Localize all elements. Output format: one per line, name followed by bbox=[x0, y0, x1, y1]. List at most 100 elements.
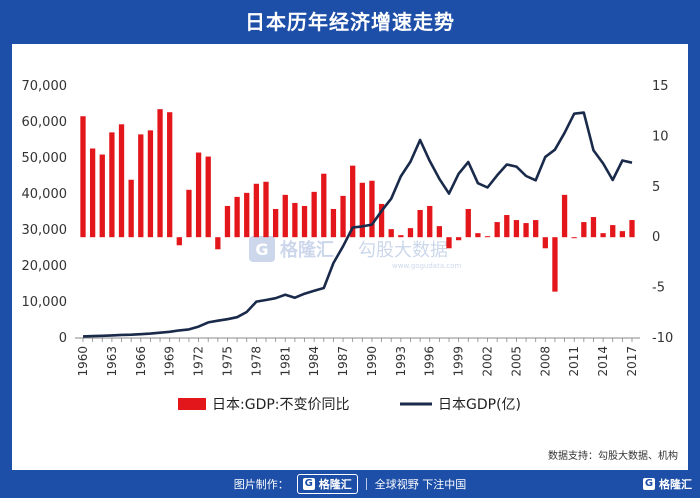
right-tick-label: 0 bbox=[652, 230, 660, 245]
left-tick-label: 10,000 bbox=[22, 295, 68, 310]
footer: 图片制作： G 格隆汇 全球视野 下注中国 bbox=[0, 470, 700, 498]
footer-brand: G 格隆汇 bbox=[296, 474, 358, 494]
bar-1974 bbox=[215, 237, 221, 250]
bar-1973 bbox=[205, 156, 211, 238]
left-tick-label: 30,000 bbox=[22, 223, 68, 238]
x-tick-label: 2011 bbox=[567, 346, 581, 377]
bar-2011 bbox=[571, 237, 577, 239]
line-layer bbox=[82, 111, 633, 338]
bar-2010 bbox=[561, 194, 568, 238]
bar-2009 bbox=[552, 237, 558, 292]
bar-1962 bbox=[99, 154, 105, 238]
left-tick-label: 20,000 bbox=[22, 259, 68, 274]
bar-1978 bbox=[253, 183, 260, 238]
footer-slogan: 全球视野 下注中国 bbox=[374, 478, 467, 491]
bar-1971 bbox=[186, 189, 192, 238]
x-tick-label: 1966 bbox=[134, 346, 148, 377]
legend-bar-label: 日本:GDP:不变价同比 bbox=[212, 397, 350, 413]
right-tick-label: 15 bbox=[652, 79, 669, 94]
footer-made-by: 图片制作： bbox=[233, 478, 289, 491]
bar-1994 bbox=[407, 228, 414, 238]
left-tick-label: 70,000 bbox=[22, 79, 68, 94]
right-tick-label: -10 bbox=[652, 331, 673, 346]
bar-1979 bbox=[263, 181, 269, 238]
bar-2017 bbox=[629, 220, 635, 238]
bar-1981 bbox=[282, 194, 288, 238]
right-tick-label: 5 bbox=[652, 180, 660, 195]
bar-1970 bbox=[176, 237, 182, 246]
gdp-line bbox=[82, 111, 633, 338]
footer-divider bbox=[365, 478, 367, 490]
bar-1980 bbox=[272, 208, 279, 238]
x-tick-label: 2017 bbox=[625, 346, 639, 377]
bar-1988 bbox=[350, 165, 356, 238]
brand-logo-icon: G bbox=[302, 478, 315, 490]
bar-1961 bbox=[89, 148, 96, 238]
bar-1990 bbox=[369, 180, 375, 238]
corner-logo-label: 格隆汇 bbox=[659, 478, 692, 491]
x-tick-label: 1963 bbox=[105, 346, 119, 377]
bar-1995 bbox=[417, 209, 423, 238]
bar-1968 bbox=[157, 109, 163, 238]
right-tick-label: -5 bbox=[652, 281, 665, 296]
legend-line-label: 日本GDP(亿) bbox=[438, 397, 521, 413]
watermark-url: www.gogudata.com bbox=[392, 262, 461, 270]
bar-1983 bbox=[301, 205, 308, 238]
bar-2006 bbox=[523, 223, 529, 238]
bar-2014 bbox=[600, 233, 606, 238]
watermark-brand: 格隆汇 bbox=[280, 239, 334, 261]
bar-1984 bbox=[311, 191, 317, 238]
bar-1991 bbox=[378, 203, 385, 238]
source-note: 数据支持：勾股大数据、机构 bbox=[548, 451, 678, 462]
bar-2005 bbox=[513, 220, 520, 238]
x-tick-label: 1996 bbox=[423, 346, 437, 377]
bar-2004 bbox=[504, 215, 510, 238]
bar-2002 bbox=[484, 236, 491, 238]
x-tick-label: 1972 bbox=[192, 346, 206, 377]
x-tick-label: 2002 bbox=[481, 346, 495, 377]
bar-1997 bbox=[436, 226, 443, 238]
x-tick-label: 1960 bbox=[76, 346, 90, 377]
bar-1986 bbox=[330, 208, 337, 238]
x-tick-label: 2014 bbox=[596, 346, 610, 377]
x-tick-label: 1999 bbox=[452, 346, 466, 377]
bar-1966 bbox=[138, 134, 144, 238]
bar-2013 bbox=[590, 217, 597, 238]
bar-1992 bbox=[388, 229, 394, 238]
bar-1993 bbox=[398, 235, 404, 238]
bar-1967 bbox=[147, 130, 154, 238]
bar-2016 bbox=[619, 231, 626, 238]
x-tick-label: 1981 bbox=[278, 346, 292, 377]
chart-canvas: G 格隆汇 勾股大数据 www.gogudata.com 0 10,000 20,0… bbox=[22, 79, 674, 413]
left-tick-label: 40,000 bbox=[22, 187, 68, 202]
bar-1977 bbox=[244, 192, 250, 238]
x-tick-label: 1993 bbox=[394, 346, 408, 377]
left-tick-label: 0 bbox=[59, 331, 67, 346]
x-tick-label: 1978 bbox=[249, 346, 263, 377]
bar-1999 bbox=[455, 237, 462, 241]
x-tick-label: 1990 bbox=[365, 346, 379, 377]
left-tick-label: 60,000 bbox=[22, 115, 68, 130]
chart-title: 日本历年经济增速走势 bbox=[245, 10, 455, 34]
legend-bar-swatch bbox=[178, 398, 206, 410]
bar-2015 bbox=[610, 225, 616, 238]
bar-1982 bbox=[292, 202, 298, 238]
bar-2000 bbox=[465, 208, 471, 238]
watermark-logo-icon bbox=[249, 236, 275, 262]
watermark: G 格隆汇 勾股大数据 www.gogudata.com bbox=[249, 236, 461, 270]
bar-1987 bbox=[340, 195, 346, 238]
axes-layer: 0 10,000 20,000 30,000 40,000 50,000 60,000 70,… bbox=[22, 79, 674, 377]
left-tick-label: 50,000 bbox=[22, 151, 68, 166]
bar-2007 bbox=[533, 220, 539, 238]
bar-2008 bbox=[542, 237, 548, 249]
bar-2003 bbox=[494, 222, 500, 238]
bar-1972 bbox=[195, 152, 202, 238]
bar-1964 bbox=[118, 124, 125, 238]
bar-1996 bbox=[427, 205, 433, 238]
watermark-sub: 勾股大数据 bbox=[358, 240, 448, 261]
bar-1998 bbox=[446, 237, 452, 249]
bar-1969 bbox=[167, 112, 173, 238]
x-tick-label: 1984 bbox=[307, 346, 321, 377]
x-tick-label: 1969 bbox=[163, 346, 177, 377]
